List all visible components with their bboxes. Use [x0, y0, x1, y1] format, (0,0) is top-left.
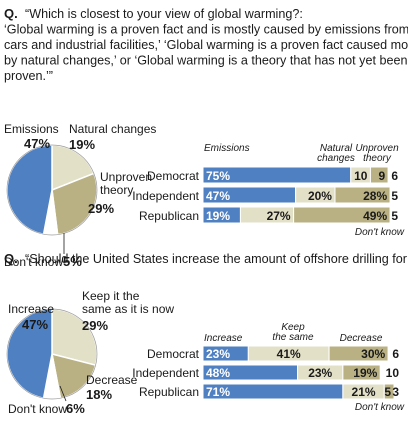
- bar-value-label: 19%: [206, 209, 230, 223]
- bar-category-label: Republican: [139, 209, 199, 223]
- question-text-line: ‘Global warming is a proven fact and is …: [4, 23, 408, 37]
- bar-value-label: 9: [378, 169, 385, 183]
- bar-value-label: 6: [391, 169, 398, 183]
- bar-category-label: Democrat: [147, 347, 200, 361]
- pie-label: Keep it the: [82, 289, 140, 303]
- bar-segment-don-t-know: [389, 186, 401, 204]
- bar-series-header: changes: [317, 153, 355, 164]
- bar-value-label: 23%: [206, 347, 230, 361]
- bar-value-label: 20%: [308, 189, 332, 203]
- pie-value: 47%: [22, 317, 48, 332]
- bar-value-label: 21%: [352, 385, 376, 399]
- bar-value-label: 30%: [361, 347, 385, 361]
- pie-value: 19%: [69, 137, 95, 152]
- question-text-line: “Should the United States increase the a…: [25, 252, 408, 266]
- question-text-line: by natural changes,’ or ‘Global warming …: [4, 54, 407, 68]
- pie-outline: [6, 144, 98, 236]
- bar-value-label: 28%: [363, 189, 387, 203]
- pie-slice-emissions: [6, 144, 53, 236]
- pie-label: Natural changes: [69, 122, 156, 136]
- bar-value-label: 10: [386, 366, 400, 380]
- pie-value: 18%: [86, 387, 112, 402]
- bar-category-label: Independent: [132, 189, 199, 203]
- pie-label: Don't know: [8, 402, 67, 416]
- pie-value: 29%: [82, 318, 108, 333]
- pie-label: Decrease: [86, 373, 138, 387]
- question-marker: Q.: [4, 251, 18, 266]
- dont-know-label: Don't know: [355, 227, 405, 238]
- bar-value-label: 41%: [277, 347, 301, 361]
- bar-series-header: Keep: [281, 322, 305, 333]
- bar-value-label: 23%: [308, 366, 332, 380]
- pie-leader-line: [59, 385, 67, 402]
- pie-label: same as it is now: [82, 302, 174, 316]
- pie-label: Emissions: [4, 122, 59, 136]
- bar-segment-don-t-know: [379, 364, 401, 381]
- pie-value: 6%: [66, 401, 85, 416]
- bar-series-header: Emissions: [204, 143, 250, 154]
- bar-value-label: 48%: [206, 366, 230, 380]
- pie-value: 47%: [24, 136, 50, 151]
- pie-label: theory: [100, 183, 133, 197]
- bar-value-label: 10: [354, 169, 368, 183]
- pie-value: 29%: [88, 201, 114, 216]
- bar-value-label: 47%: [206, 189, 230, 203]
- bar-series-header: Increase: [204, 333, 243, 344]
- bar-series-header: the same: [272, 332, 314, 343]
- bar-value-label: 5: [391, 209, 398, 223]
- pie-value: 5%: [63, 254, 82, 269]
- bar-value-label: 71%: [206, 385, 230, 399]
- pie-label: Increase: [8, 302, 54, 316]
- bar-value-label: 49%: [363, 209, 387, 223]
- question-marker: Q.: [4, 6, 18, 21]
- bar-segment-don-t-know: [387, 166, 401, 184]
- pie-outline: [6, 308, 98, 400]
- question-text-line: proven.’”: [4, 69, 53, 83]
- bar-series-header: theory: [363, 153, 392, 164]
- bar-value-label: 19%: [353, 366, 377, 380]
- bar-category-label: Independent: [132, 366, 199, 380]
- bar-series-header: Natural: [320, 143, 353, 154]
- bar-category-label: Democrat: [147, 169, 200, 183]
- question-text-line: “Which is closest to your view of global…: [25, 7, 303, 21]
- question-text-line: cars and industrial facilities,’ ‘Global…: [4, 38, 408, 52]
- bar-segment-don-t-know: [387, 345, 401, 362]
- bar-category-label: Republican: [139, 385, 199, 399]
- bar-value-label: 27%: [267, 209, 291, 223]
- bar-value-label: 3: [392, 385, 399, 399]
- bar-segment-don-t-know: [393, 383, 401, 400]
- bar-series-header: Unproven: [355, 143, 399, 154]
- bar-series-header: Decrease: [340, 333, 383, 344]
- bar-segment-don-t-know: [389, 206, 401, 224]
- pie-label: Unproven: [100, 170, 152, 184]
- dont-know-label: Don't know: [355, 402, 405, 413]
- bar-value-label: 5: [384, 385, 391, 399]
- bar-value-label: 75%: [206, 169, 230, 183]
- bar-value-label: 5: [391, 189, 398, 203]
- bar-value-label: 6: [392, 347, 399, 361]
- pie-label: Don't know: [4, 255, 63, 269]
